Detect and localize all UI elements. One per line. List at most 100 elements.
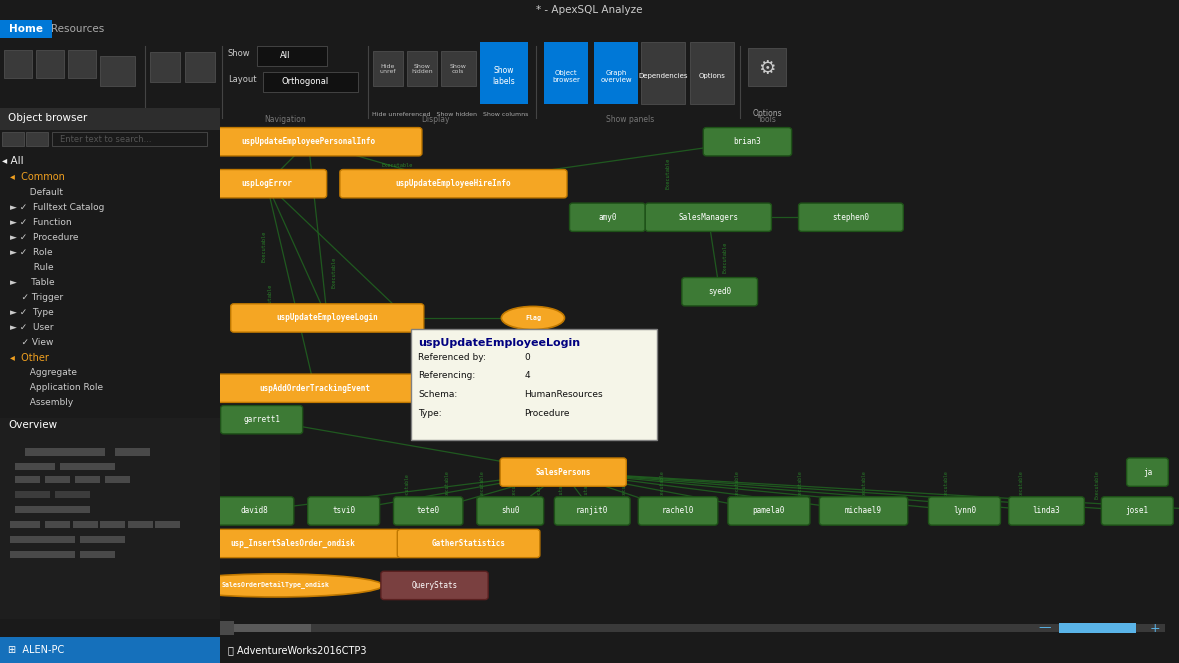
Text: ◂  Other: ◂ Other [9, 353, 48, 363]
Text: HumanResources: HumanResources [525, 391, 602, 399]
Text: jose1: jose1 [1126, 507, 1148, 515]
Bar [105, 476, 130, 483]
Bar [747, 48, 786, 86]
Text: lynn0: lynn0 [953, 507, 976, 515]
FancyBboxPatch shape [397, 529, 540, 558]
Text: Application Role: Application Role [24, 383, 103, 392]
FancyBboxPatch shape [410, 330, 657, 440]
Text: Default: Default [24, 188, 62, 197]
Text: 🔒 AdventureWorks2016CTP3: 🔒 AdventureWorks2016CTP3 [228, 645, 367, 655]
Text: ◂  Common: ◂ Common [9, 172, 65, 182]
FancyBboxPatch shape [638, 497, 718, 525]
FancyBboxPatch shape [206, 170, 327, 198]
Bar [1059, 623, 1135, 633]
FancyBboxPatch shape [727, 497, 810, 525]
Text: tete0: tete0 [416, 507, 440, 515]
Bar [15, 491, 50, 498]
Text: ► ✓  Fulltext Catalog: ► ✓ Fulltext Catalog [9, 203, 105, 212]
Text: QueryStats: QueryStats [411, 581, 457, 590]
FancyBboxPatch shape [500, 458, 626, 486]
Text: brian3: brian3 [733, 137, 762, 147]
Text: ranjit0: ranjit0 [577, 507, 608, 515]
Bar [263, 72, 358, 92]
Text: syed0: syed0 [709, 287, 731, 296]
Text: Executable: Executable [659, 470, 664, 499]
Bar [55, 491, 90, 498]
Bar [25, 448, 105, 456]
Text: uspAddOrderTrackingEvent: uspAddOrderTrackingEvent [259, 384, 370, 392]
Text: Executable: Executable [536, 473, 541, 503]
Text: ⚙: ⚙ [758, 60, 776, 78]
Text: Export: Export [105, 109, 131, 118]
Text: Resources: Resources [52, 24, 105, 34]
Text: Undo: Undo [156, 109, 174, 118]
Text: Hide
unref: Hide unref [380, 64, 396, 74]
Text: uspUpdateEmployeeHireInfo: uspUpdateEmployeeHireInfo [396, 179, 512, 188]
FancyBboxPatch shape [394, 497, 463, 525]
Text: david8: david8 [241, 507, 268, 515]
FancyBboxPatch shape [215, 497, 294, 525]
Text: Executable: Executable [381, 163, 413, 168]
Text: Project: Project [47, 115, 73, 124]
Text: ⊞  ALEN-PC: ⊞ ALEN-PC [8, 645, 64, 655]
FancyBboxPatch shape [819, 497, 908, 525]
Text: ► ✓  Function: ► ✓ Function [9, 218, 72, 227]
Text: uspPrintError: uspPrintError [452, 384, 512, 392]
Text: stephen0: stephen0 [832, 213, 869, 221]
Text: Show
hidden: Show hidden [411, 64, 433, 74]
Bar [9, 536, 75, 543]
Bar [60, 463, 116, 470]
Text: Executable: Executable [798, 470, 803, 499]
Text: SalesManagers: SalesManagers [678, 213, 738, 221]
Bar [15, 506, 90, 513]
Bar [9, 551, 75, 558]
Text: Executable: Executable [404, 473, 409, 503]
FancyBboxPatch shape [220, 406, 303, 434]
Text: Executable: Executable [533, 341, 538, 373]
Text: Options: Options [699, 73, 725, 79]
Bar [116, 448, 150, 456]
Text: Show
labels: Show labels [493, 66, 515, 86]
FancyBboxPatch shape [231, 304, 423, 332]
Bar [68, 50, 95, 78]
Text: ► ✓  Role: ► ✓ Role [9, 248, 53, 257]
Text: Executable: Executable [1094, 470, 1100, 499]
Text: ► ✓  Type: ► ✓ Type [9, 308, 54, 317]
FancyBboxPatch shape [554, 497, 630, 525]
Bar [45, 476, 70, 483]
FancyBboxPatch shape [1127, 458, 1168, 486]
Text: Dependencies: Dependencies [638, 73, 687, 79]
Text: Executable: Executable [723, 241, 727, 272]
Text: ► ✓  Procedure: ► ✓ Procedure [9, 233, 79, 242]
FancyBboxPatch shape [340, 170, 567, 198]
Text: tsvi0: tsvi0 [332, 507, 355, 515]
Bar [9, 521, 40, 528]
Text: Enter text to search...: Enter text to search... [60, 135, 151, 143]
Text: Home: Home [9, 24, 42, 34]
FancyBboxPatch shape [1009, 497, 1085, 525]
Text: Layout: Layout [228, 76, 257, 84]
Text: Rule: Rule [28, 263, 53, 272]
Text: Referenced by:: Referenced by: [419, 353, 486, 361]
Bar [4, 50, 32, 78]
Text: Executable: Executable [1019, 470, 1023, 499]
Text: rachel0: rachel0 [661, 507, 694, 515]
Bar [45, 521, 70, 528]
Bar [52, 132, 208, 146]
Text: Executable: Executable [512, 470, 516, 499]
Text: Flag: Flag [525, 315, 541, 321]
Text: Executable: Executable [480, 470, 485, 499]
Bar [0, 108, 220, 130]
Bar [480, 42, 528, 104]
Text: ◂ All: ◂ All [2, 156, 24, 166]
Text: Graph
overview: Graph overview [600, 70, 632, 82]
FancyBboxPatch shape [569, 203, 645, 231]
Bar [100, 521, 125, 528]
Text: michael9: michael9 [845, 507, 882, 515]
Bar [100, 56, 136, 86]
FancyBboxPatch shape [213, 374, 415, 402]
Text: Executable: Executable [735, 470, 740, 499]
Bar [235, 625, 1165, 632]
Bar [690, 42, 735, 104]
Text: Schema:: Schema: [419, 391, 457, 399]
